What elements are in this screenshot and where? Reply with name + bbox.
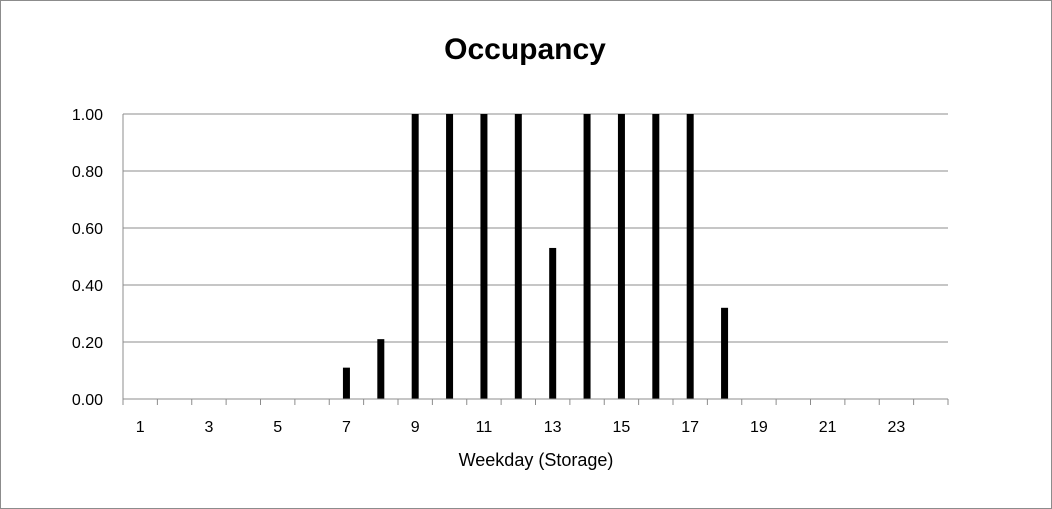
bar-16 bbox=[652, 114, 660, 399]
x-tick-label: 3 bbox=[204, 419, 213, 436]
x-axis-label: Weekday (Storage) bbox=[459, 450, 614, 470]
x-tick-label: 15 bbox=[613, 419, 631, 436]
y-tick-label: 0.00 bbox=[72, 392, 103, 409]
x-tick-label: 9 bbox=[411, 419, 420, 436]
bar-12 bbox=[514, 114, 522, 399]
bars bbox=[342, 114, 729, 399]
bar-11 bbox=[480, 114, 488, 399]
bar-8 bbox=[377, 339, 385, 399]
bar-13 bbox=[549, 247, 557, 399]
x-tick-label: 1 bbox=[136, 419, 145, 436]
x-tick-label: 23 bbox=[888, 419, 906, 436]
y-tick-label: 0.20 bbox=[72, 335, 103, 352]
x-tick-label: 19 bbox=[750, 419, 768, 436]
x-tick-labels: 1 3 5 7 9 11 13 15 17 19 21 23 bbox=[136, 419, 906, 436]
bar-10 bbox=[446, 114, 454, 399]
bar-18 bbox=[721, 307, 729, 399]
bar-15 bbox=[617, 114, 625, 399]
y-tick-label: 0.60 bbox=[72, 221, 103, 238]
x-axis bbox=[122, 114, 949, 405]
x-tick-label: 21 bbox=[819, 419, 837, 436]
bar-14 bbox=[583, 114, 591, 399]
x-tick-label: 17 bbox=[681, 419, 699, 436]
x-tick-label: 11 bbox=[476, 419, 493, 436]
bar-7 bbox=[342, 367, 350, 399]
chart-title: Occupancy bbox=[444, 33, 606, 66]
x-tick-label: 13 bbox=[544, 419, 562, 436]
y-tick-labels: 0.00 0.20 0.40 0.60 0.80 1.00 bbox=[72, 107, 103, 409]
y-tick-label: 0.40 bbox=[72, 278, 103, 295]
bar-17 bbox=[686, 114, 694, 399]
x-tick-label: 5 bbox=[273, 419, 282, 436]
x-tick-label: 7 bbox=[342, 419, 351, 436]
gridlines bbox=[123, 113, 948, 343]
y-tick-label: 0.80 bbox=[72, 164, 103, 181]
y-tick-label: 1.00 bbox=[72, 107, 103, 124]
bar-9 bbox=[411, 114, 419, 399]
